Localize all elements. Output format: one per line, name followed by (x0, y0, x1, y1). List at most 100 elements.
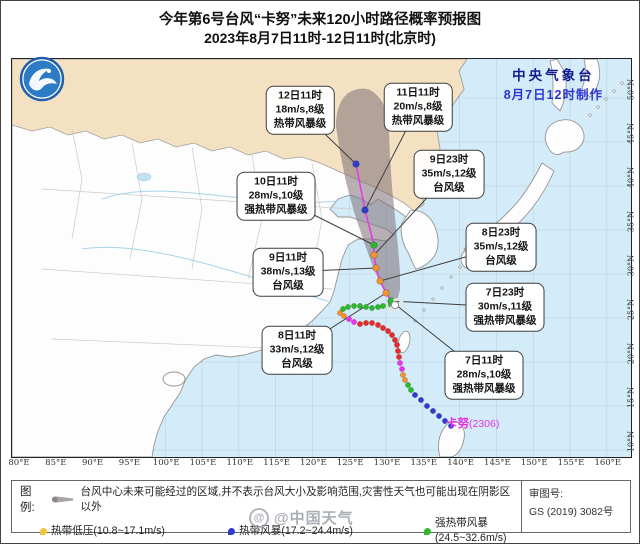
kuril-islands (588, 81, 624, 117)
longitude-label: 130°E (373, 458, 401, 468)
approval-box: 审图号: GS (2019) 3082号 (521, 481, 630, 532)
longitude-label: 160°E (594, 458, 622, 468)
callout-line: 20m/s,8级 (393, 100, 443, 113)
ryukyu-islands (413, 265, 462, 323)
hainan (162, 371, 186, 387)
legend-left: 图例: 台风中心未来可能经过的区域,并不表示台风大小及影响范围,灾害性天气也可能… (12, 481, 521, 543)
longitude-label: 95°E (118, 458, 141, 468)
latitude-label: 35°N (626, 210, 636, 233)
callout-line: 30m/s,11级 (477, 300, 533, 313)
callout-line: 强热带风暴级 (452, 383, 516, 396)
callout-line: 台风级 (485, 255, 517, 268)
forecast-map: 中央气象台 8月7日12时制作 卡努(2306) 12日11时 18m/s,8级热… (11, 56, 636, 458)
longitude-label: 140°E (447, 458, 474, 468)
approval-label: 审图号: (529, 489, 564, 500)
latitude-label: 15°N (626, 386, 636, 409)
callout-line: 28m/s,10级 (456, 368, 512, 381)
producer-time: 8月7日12时制作 (503, 88, 603, 102)
longitude-label: 100°E (152, 458, 180, 468)
producer-credit: 中央气象台 8月7日12时制作 (504, 64, 603, 103)
legend-box: 图例: 台风中心未来可能经过的区域,并不表示台风大小及影响范围,灾害性天气也可能… (11, 480, 631, 543)
forecast-callout: 10日11时 28m/s,10级 强热带风暴级 (236, 171, 316, 221)
longitude-label: 80°E (8, 458, 30, 468)
watermark: @ @中国天气 (249, 507, 354, 528)
legend-item: 强热带风暴(24.5~32.6m/s) (424, 516, 517, 544)
forecast-callout: 9日11时 38m/s,13级 台风级 (252, 247, 324, 297)
storm-number: (2306) (469, 418, 500, 430)
td-category-dot-icon (40, 527, 47, 535)
legend-item-label: 热带低压(10.8~17.1m/s) (51, 524, 165, 537)
longitude-label: 150°E (520, 458, 548, 468)
typhoon-symbol (385, 298, 405, 312)
legend-item-label: 强热带风暴(24.5~32.6m/s) (435, 517, 507, 544)
forecast-callout: 11日11时 20m/s,8级 热带风暴级 (383, 82, 453, 132)
probability-cone (336, 88, 400, 307)
korea (400, 210, 439, 270)
longitude-label: 135°E (410, 458, 438, 468)
longitude-label: 145°E (484, 458, 511, 468)
weather-china-logo-icon: @ (249, 507, 269, 528)
legend-title: 图例: (20, 486, 35, 514)
legend-caption: 台风中心未来可能经过的区域,并不表示台风大小及影响范围,灾害性天气也可能出现在阴… (80, 486, 511, 513)
callout-line: 38m/s,13级 (260, 265, 316, 278)
legend-items: 热带低压(10.8~17.1m/s) 热带风暴(17.2~24.4m/s) 强热带风… (40, 516, 517, 544)
callout-line: 12日11时 (278, 89, 322, 102)
latitude-label: 50°N (626, 78, 636, 101)
callout-line: 35m/s,12级 (473, 240, 529, 253)
callout-line: 10日11时 (254, 175, 298, 188)
longitude-label: 90°E (81, 458, 104, 468)
forecast-callout: 7日23时 30m/s,11级 强热带风暴级 (465, 282, 545, 332)
callout-line: 7日23时 (485, 286, 525, 299)
callout-line: 台风级 (272, 280, 304, 293)
callout-line: 9日23时 (429, 153, 469, 166)
longitude-label: 85°E (45, 458, 67, 468)
forecast-callout: 7日11时 28m/s,10级 强热带风暴级 (444, 350, 524, 400)
luzon (438, 420, 465, 457)
longitude-label: 110°E (226, 458, 254, 468)
sakhalin (549, 59, 567, 112)
latitude-label: 45°N (626, 122, 636, 145)
callout-line: 9日11时 (269, 251, 307, 264)
forecast-callout: 8日23时 35m/s,12级 台风级 (465, 222, 537, 272)
forecast-callout: 12日11时 18m/s,8级 热带风暴级 (265, 85, 335, 135)
page-title: 今年第6号台风“卡努”未来120小时路径概率预报图 (158, 12, 482, 28)
callout-line: 热带风暴级 (273, 118, 327, 131)
latitude-label: 10°N (626, 430, 636, 453)
callout-line: 11日11时 (396, 86, 440, 99)
page-subtitle: 2023年8月7日11时-12日11时(北京时) (204, 30, 436, 46)
callout-line: 强热带风暴级 (244, 204, 308, 217)
watermark-text: @中国天气 (274, 510, 354, 527)
forecast-callout: 8日11时 33m/s,12级 台风级 (261, 325, 333, 375)
typhoon-tracks (337, 160, 454, 429)
approval-number: GS (2019) 3082号 (529, 506, 614, 518)
longitude-label: 120°E (300, 458, 327, 468)
legend-item: 热带风暴(17.2~24.4m/s) (228, 516, 424, 543)
callout-line: 18m/s,8级 (275, 103, 325, 116)
cone-icon (52, 495, 74, 503)
legend-item-label: 热带风暴(17.2~24.4m/s) (239, 524, 353, 537)
producer-name: 中央气象台 (512, 68, 595, 83)
longitude-label: 105°E (189, 458, 217, 468)
longitude-axis: 80°E 85°E 90°E 95°E 100°E 105°E 110°E 115°E 120°… (8, 458, 631, 472)
callout-line: 强热带风暴级 (473, 315, 537, 328)
latitude-label: 20°N (626, 342, 636, 365)
storm-name-tag: 卡努(2306) (446, 415, 499, 431)
taiwan (397, 330, 411, 354)
latitude-label: 30°N (626, 254, 636, 277)
longitude-label: 115°E (263, 458, 290, 468)
longitude-label: 125°E (336, 458, 364, 468)
callout-line: 8日11时 (278, 329, 316, 342)
callout-line: 台风级 (433, 182, 465, 195)
callout-line: 热带风暴级 (391, 115, 445, 128)
callout-line: 7日11时 (465, 354, 503, 367)
legend-item: 热带低压(10.8~17.1m/s) (40, 516, 228, 543)
latitude-label: 40°N (626, 166, 636, 189)
latitude-label: 25°N (626, 298, 636, 321)
callout-line: 28m/s,10级 (248, 189, 304, 202)
storm-name: 卡努 (446, 418, 469, 430)
sts-category-dot-icon (424, 527, 431, 535)
callout-line: 台风级 (281, 358, 313, 371)
forecast-callout: 9日23时 35m/s,12级 台风级 (413, 149, 485, 199)
callout-line: 33m/s,12级 (269, 343, 325, 356)
